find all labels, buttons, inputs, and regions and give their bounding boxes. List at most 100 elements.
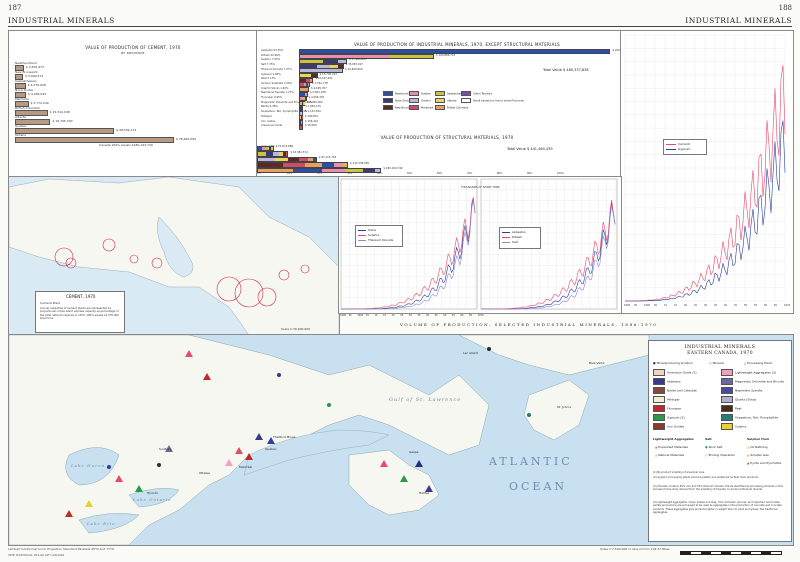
structural-row-value: $ 132,538,995 xyxy=(350,161,370,165)
industrial-row-label: Asbestos 53.35% xyxy=(261,49,284,52)
ts-year-tick: 05 xyxy=(365,314,369,317)
ts-year-tick: 55 xyxy=(451,314,455,317)
cg-year-tick: 1890 xyxy=(624,304,631,307)
cement-circle xyxy=(278,269,290,281)
timeseries-panel: Silica Sulphur Titanium Dioxide Asbestos… xyxy=(338,176,622,314)
place-label: Ottawa xyxy=(199,471,210,475)
industrial-chart-title: VALUE OF PRODUCTION OF INDUSTRIAL MINERA… xyxy=(353,42,561,47)
sulphur-pyrite: ▲ Pyrite and Pyrrhotite xyxy=(747,461,782,465)
cement-bar xyxy=(15,82,26,89)
structural-bar-segment xyxy=(374,168,381,172)
cement-circle xyxy=(257,287,277,307)
legend-mineral-item: Asbestos xyxy=(653,378,681,385)
legend-label: Ontario xyxy=(421,99,431,103)
cement-row-value: $ 78,481,099 xyxy=(175,136,196,141)
industrial-bar xyxy=(299,110,303,116)
lake-ontario xyxy=(128,488,180,508)
structural-bar-segment xyxy=(258,152,267,156)
industrial-bar xyxy=(299,119,303,125)
processing-plant-symbol xyxy=(425,485,433,492)
cg-year-tick: 60 xyxy=(764,304,768,307)
industrial-bar-segment xyxy=(300,83,304,87)
industrial-bar-segment xyxy=(302,97,305,101)
ts-year-tick: 50 xyxy=(443,314,447,317)
sulphur-oil-label: Oil Refining xyxy=(750,445,768,449)
legend-item: British Columbia xyxy=(435,105,468,110)
structural-axis-tick: 100% xyxy=(557,172,564,175)
cement-row-value: $ 16,795,330 xyxy=(52,118,73,123)
industrial-bar-segment xyxy=(300,92,305,96)
structural-bar-segment xyxy=(292,168,323,172)
structural-bar-segment xyxy=(342,163,348,167)
salt-rock-label: Rock Salt xyxy=(708,445,723,449)
cement-by-province-panel: VALUE OF PRODUCTION OF CEMENT, 1970 BY P… xyxy=(8,30,258,178)
cement-line-swatch xyxy=(666,143,676,145)
industrial-bar-segment xyxy=(304,92,308,96)
cement-plant-circles xyxy=(54,238,310,308)
cement-circle xyxy=(129,254,139,264)
industrial-row-label: Salt 7.35% xyxy=(261,63,276,67)
lwa-expanded-label: Expanded Materials xyxy=(658,445,688,449)
processing-plant-symbol xyxy=(85,500,93,507)
industrial-row-value: $ 1,131,594 xyxy=(305,110,321,114)
industrial-bar-segment xyxy=(301,116,302,120)
structural-axis-tick: 80% xyxy=(497,172,503,175)
symbol-mineral: ○ Mineral xyxy=(709,361,724,365)
legend-subtitle: EASTERN CANADA, 1970 xyxy=(687,351,753,356)
footnote-3: (3) Ilmenite contains 45% iron and 55% t… xyxy=(653,485,783,492)
cement-map-title: CEMENT, 1970 xyxy=(66,294,96,299)
industrial-bar-segment xyxy=(300,97,303,101)
cement-row-label: New Brunswick xyxy=(15,70,38,74)
ts-y-unit: THOUSANDS OF SHORT TONS xyxy=(461,186,500,189)
legend-mineral-swatch xyxy=(653,369,665,376)
industrial-row-value: $ 256,148,000 xyxy=(612,49,622,52)
industrial-row-value: $ 16,000 xyxy=(305,124,317,128)
footnote-2: (2) Gypsum processing plants produce pla… xyxy=(653,476,759,479)
industrial-value-panel: VALUE OF PRODUCTION OF INDUSTRIAL MINERA… xyxy=(256,30,622,178)
structural-bar-segment xyxy=(258,163,284,167)
gypsum-line-swatch xyxy=(666,148,676,150)
industrial-bar-segment xyxy=(329,64,339,68)
place-label: St. John's xyxy=(557,405,571,409)
legend-mineral-item: Magnesitic Dolomite and Brucite xyxy=(721,378,784,385)
industrial-bar xyxy=(299,115,303,121)
structural-bar-segment xyxy=(321,163,335,167)
labrador-land xyxy=(458,335,650,376)
cement-note: Canada 100% equals $180,193,749 xyxy=(99,143,153,147)
legend-mineral-swatch xyxy=(653,414,665,421)
industrial-bar-segment xyxy=(308,83,310,87)
sulphur-pyrite-label: Pyrite and Pyrrhotite xyxy=(750,461,782,465)
silica-legend-label: Silica xyxy=(368,228,376,232)
st-lawrence-river xyxy=(243,429,390,476)
legend-mineral-item: Peat xyxy=(721,405,742,412)
ts-year-tick: 65 xyxy=(469,314,473,317)
ts-legend-1: Silica Sulphur Titanium Dioxide xyxy=(355,225,403,247)
cg-series-line xyxy=(625,120,786,302)
industrial-bar-segment xyxy=(300,78,307,82)
legend-mineral-item: Sulphur xyxy=(721,423,747,430)
cement-bar xyxy=(15,127,115,134)
industrial-bar-segment xyxy=(310,78,313,82)
structural-axis-tick: 50% xyxy=(407,172,413,175)
industrial-bar-segment xyxy=(338,59,347,63)
legend-mineral-item: Nepheline Syenite xyxy=(721,387,762,394)
legend-mineral-swatch xyxy=(721,405,733,412)
industrial-bar-segment xyxy=(303,83,307,87)
cement-circle xyxy=(300,264,310,274)
structural-bar-segment xyxy=(322,168,346,172)
cement-circle xyxy=(102,238,116,252)
cement-circle xyxy=(54,247,74,267)
cement-bar xyxy=(15,109,48,116)
ts-year-tick: 60 xyxy=(460,314,464,317)
structural-bar-segment xyxy=(268,146,271,150)
industrial-row-label: Feldspar xyxy=(261,114,272,118)
place-label: Baie Verte xyxy=(589,361,605,365)
symbol-mineral-label: Mineral xyxy=(712,361,724,365)
industrial-bar xyxy=(299,63,344,69)
structural-axis-tick: 70% xyxy=(467,172,473,175)
cement-legend-label: Cement xyxy=(678,142,690,146)
processing-plant-symbol xyxy=(245,453,253,460)
place-label: Halifax xyxy=(419,491,430,495)
structural-bar-segment xyxy=(274,157,289,161)
processing-plant-symbol xyxy=(225,459,233,466)
